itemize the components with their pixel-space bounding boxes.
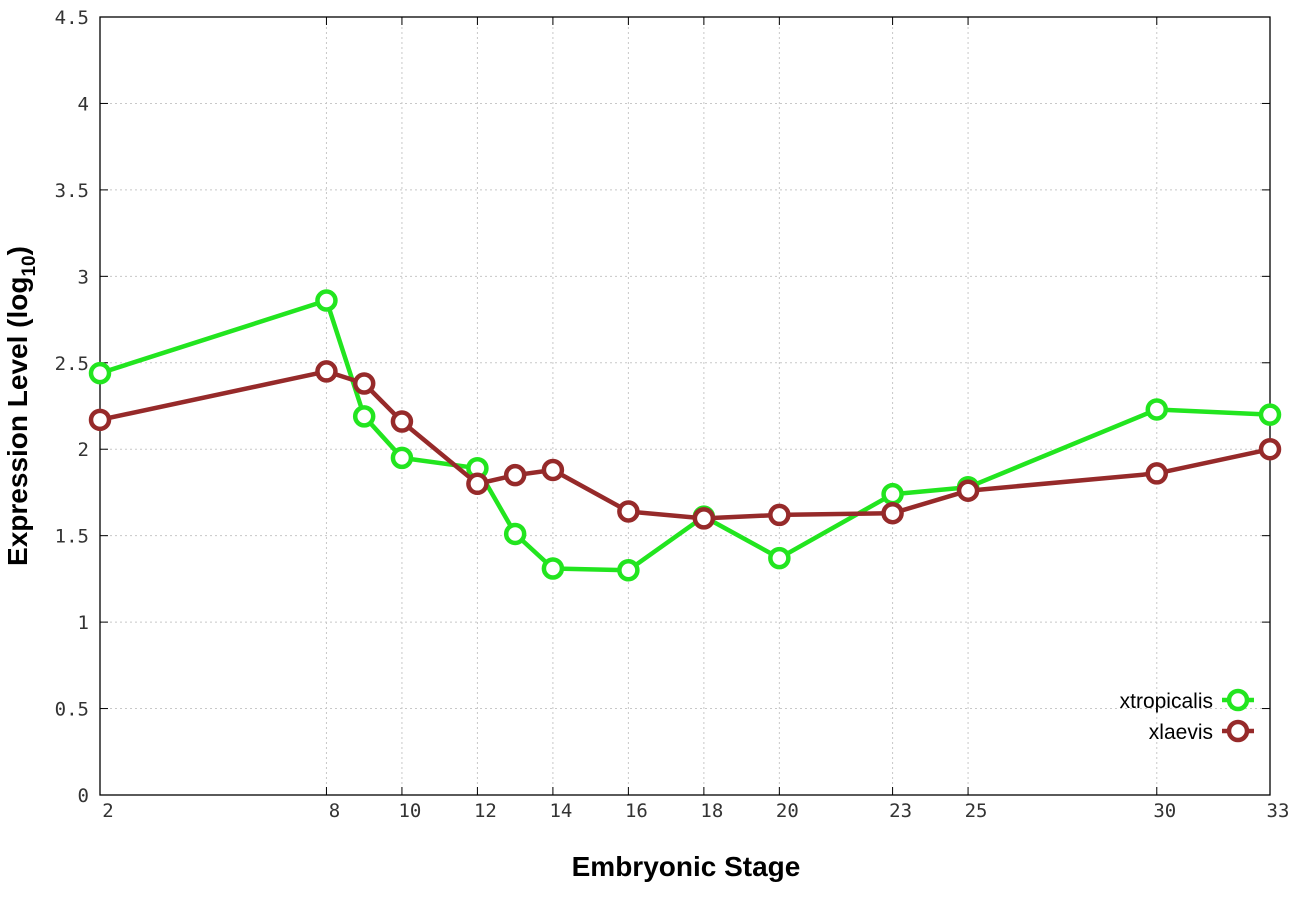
y-tick-label: 0 — [78, 785, 89, 807]
series-xlaevis — [88, 360, 1282, 530]
data-point-xtropicalis — [768, 546, 791, 570]
y-axis-title: Expression Level (log10) — [2, 246, 40, 566]
data-point-xlaevis — [617, 500, 640, 523]
legend-swatch-marker-xtropicalis — [1226, 688, 1250, 712]
data-point-xtropicalis — [1145, 398, 1169, 421]
series-line-xlaevis — [99, 369, 1271, 521]
y-tick-label: 3.5 — [55, 180, 89, 202]
y-tick-label: 3 — [78, 266, 89, 288]
x-axis-ticks: 2 8 10 12 14 16 18 20 23 25 30 33 — [99, 17, 1290, 822]
x-tick-label: 8 — [329, 800, 340, 822]
data-point-xlaevis — [881, 501, 904, 525]
series-line-xtropicalis — [99, 298, 1271, 573]
y-tick-label: 4 — [78, 93, 89, 115]
y-tick-label: 2.5 — [55, 353, 89, 375]
x-tick-label: 16 — [625, 800, 648, 822]
x-tick-label: 30 — [1153, 800, 1176, 822]
data-point-xlaevis — [352, 372, 376, 395]
x-tick-label: 2 — [102, 800, 113, 822]
data-point-xlaevis — [466, 472, 489, 496]
data-point-xlaevis — [692, 507, 716, 530]
data-point-xlaevis — [541, 458, 565, 482]
grid-lines — [100, 17, 1270, 795]
x-tick-label: 10 — [398, 800, 421, 822]
x-tick-label: 14 — [549, 800, 572, 822]
data-point-xtropicalis — [352, 405, 376, 428]
legend: xtropicalis xlaevis — [1120, 688, 1254, 744]
legend-label-xlaevis: xlaevis — [1149, 721, 1213, 744]
x-tick-label: 18 — [700, 800, 723, 822]
data-point-xlaevis — [390, 410, 414, 433]
plot-frame — [99, 16, 1271, 796]
y-tick-label: 2 — [78, 439, 89, 461]
x-tick-label: 12 — [474, 800, 497, 822]
data-point-xtropicalis — [1258, 403, 1282, 426]
y-tick-label: 4.5 — [55, 7, 89, 29]
data-point-xlaevis — [768, 503, 791, 527]
data-point-xtropicalis — [88, 361, 112, 385]
x-axis-title: Embryonic Stage — [572, 851, 801, 882]
data-point-xtropicalis — [541, 557, 565, 580]
data-point-xlaevis — [503, 463, 527, 487]
y-axis-title-main: Expression Level (log — [2, 277, 33, 566]
data-series — [88, 289, 1282, 582]
x-tick-label: 25 — [965, 800, 988, 822]
legend-label-xtropicalis: xtropicalis — [1120, 690, 1213, 713]
legend-swatch-marker-xlaevis — [1226, 719, 1250, 743]
data-point-xlaevis — [1258, 437, 1282, 461]
y-tick-label: 0.5 — [55, 699, 89, 721]
data-point-xtropicalis — [617, 558, 640, 582]
data-point-xlaevis — [315, 360, 338, 383]
data-point-xtropicalis — [503, 522, 527, 546]
data-point-xlaevis — [1145, 462, 1169, 485]
data-point-xlaevis — [88, 408, 112, 432]
y-tick-label: 1.5 — [55, 526, 89, 548]
data-point-xtropicalis — [881, 482, 904, 506]
y-axis-title-subscript: 10 — [19, 255, 40, 276]
data-point-xtropicalis — [315, 289, 338, 312]
y-axis-ticks: 0 0.5 1 1.5 2 2.5 3 3.5 4 4.5 — [55, 7, 1270, 807]
data-point-xtropicalis — [390, 446, 414, 470]
x-tick-label: 33 — [1267, 800, 1290, 822]
y-axis-title-close: ) — [2, 246, 33, 255]
data-point-xlaevis — [956, 479, 980, 502]
x-tick-label: 20 — [776, 800, 799, 822]
x-tick-label: 23 — [889, 800, 912, 822]
y-tick-label: 1 — [78, 612, 89, 634]
